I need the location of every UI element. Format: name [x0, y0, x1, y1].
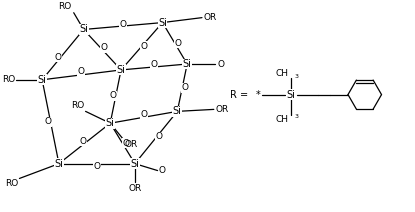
Text: Si: Si [106, 118, 115, 128]
Text: R =: R = [230, 90, 251, 100]
Text: Si: Si [130, 159, 139, 169]
Text: Si: Si [183, 59, 192, 69]
Text: Si: Si [173, 106, 182, 116]
Text: O: O [182, 83, 189, 92]
Text: 3: 3 [295, 114, 299, 119]
Text: OR: OR [204, 13, 217, 22]
Text: OR: OR [124, 140, 137, 149]
Text: CH: CH [276, 69, 289, 78]
Text: O: O [100, 43, 107, 52]
Text: O: O [156, 132, 163, 141]
Text: RO: RO [71, 101, 85, 110]
Text: Si: Si [79, 24, 88, 35]
Text: O: O [54, 53, 61, 62]
Text: O: O [140, 42, 147, 51]
Text: O: O [77, 67, 84, 76]
Text: Si: Si [38, 75, 46, 85]
Text: RO: RO [5, 179, 18, 188]
Text: O: O [218, 60, 225, 68]
Text: CH: CH [276, 115, 289, 124]
Text: Si: Si [286, 90, 295, 100]
Text: O: O [79, 137, 86, 146]
Text: RO: RO [2, 75, 15, 84]
Text: O: O [44, 117, 51, 126]
Text: OR: OR [128, 184, 142, 193]
Text: O: O [151, 60, 158, 68]
Text: *: * [256, 90, 261, 100]
Text: O: O [159, 166, 166, 175]
Text: O: O [120, 20, 127, 29]
Text: Si: Si [117, 65, 125, 75]
Text: 3: 3 [295, 74, 299, 79]
Text: O: O [109, 91, 116, 100]
Text: Si: Si [158, 18, 167, 28]
Text: RO: RO [59, 2, 72, 11]
Text: O: O [140, 110, 147, 119]
Text: OR: OR [216, 105, 229, 114]
Text: O: O [174, 39, 181, 48]
Text: O: O [93, 162, 100, 171]
Text: Si: Si [54, 159, 63, 169]
Text: O: O [122, 139, 129, 148]
